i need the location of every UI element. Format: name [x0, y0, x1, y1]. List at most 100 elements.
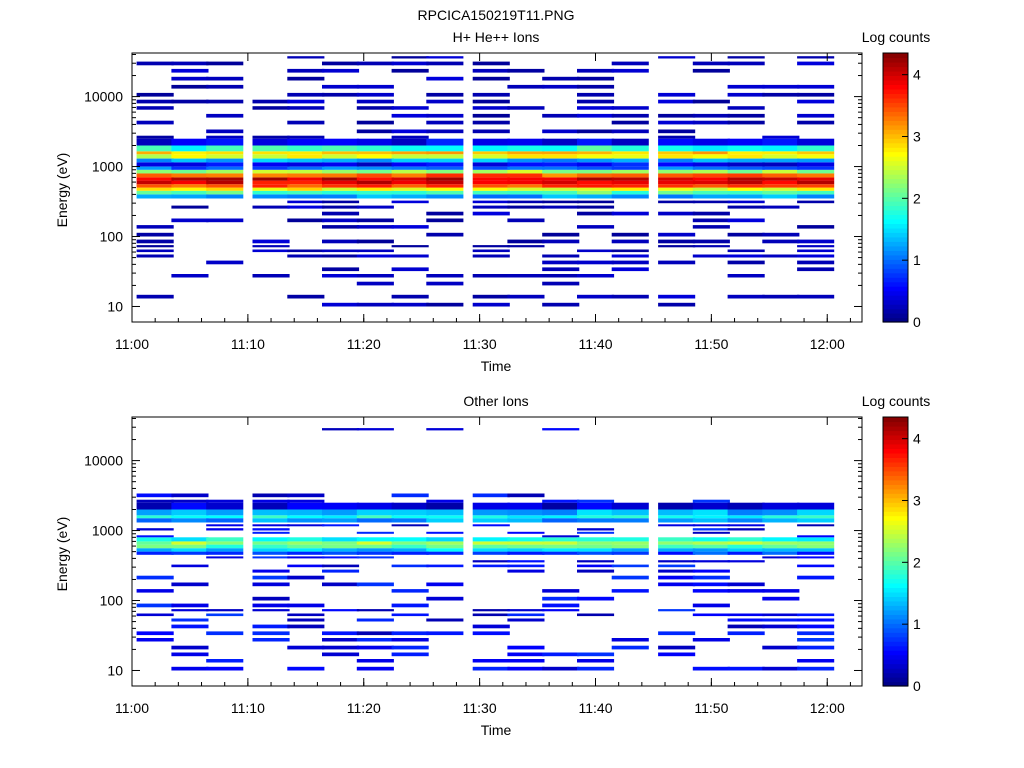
colorbar-segment: [883, 506, 908, 512]
colorbar-segment: [883, 470, 908, 476]
heatmap-cell: [611, 267, 649, 272]
heatmap-cell: [762, 180, 800, 185]
heatmap-cell: [136, 177, 174, 181]
heatmap-cell: [206, 162, 244, 167]
heatmap-cell: [727, 618, 765, 622]
heatmap-cell: [356, 169, 394, 174]
heatmap-cell: [658, 239, 696, 244]
heatmap-cell: [171, 666, 209, 671]
colorbar-segment: [883, 66, 908, 72]
heatmap-cell: [507, 180, 545, 185]
colorbar-segment: [883, 214, 908, 220]
heatmap-cell: [426, 158, 464, 163]
heatmap-cell: [206, 113, 244, 118]
heatmap-cell: [472, 99, 510, 104]
colorbar-segment: [883, 457, 908, 463]
heatmap-cell: [426, 177, 464, 181]
heatmap-cell: [171, 518, 209, 523]
heatmap-cell: [611, 518, 649, 523]
colorbar-segment: [883, 502, 908, 508]
heatmap-cell: [727, 158, 765, 163]
heatmap-cell: [611, 239, 649, 244]
heatmap-cell: [287, 194, 325, 199]
colorbar-segment: [883, 232, 908, 238]
colorbar-tick-label: 1: [913, 252, 921, 268]
heatmap-cell: [727, 190, 765, 195]
heatmap-cell: [206, 666, 244, 671]
heatmap-cell: [472, 187, 510, 191]
heatmap-cell: [762, 154, 800, 159]
colorbar-segment: [883, 308, 908, 314]
colorbar-segment: [883, 196, 908, 202]
heatmap-cell: [692, 499, 730, 503]
heatmap-cell: [658, 245, 696, 248]
heatmap-cell: [322, 173, 360, 178]
heatmap-cell: [287, 135, 325, 139]
heatmap-cell: [206, 537, 244, 542]
heatmap-cell: [252, 177, 290, 181]
heatmap-cell: [692, 548, 730, 552]
heatmap-cell: [658, 120, 696, 125]
heatmap-cell: [391, 537, 429, 542]
heatmap-cell: [206, 84, 244, 89]
heatmap-cell: [391, 154, 429, 159]
heatmap-cell: [171, 499, 209, 503]
heatmap-cell: [797, 548, 835, 552]
heatmap-cell: [206, 613, 244, 617]
heatmap-cell: [797, 56, 835, 59]
heatmap-cell: [797, 518, 835, 523]
heatmap-cell: [542, 113, 580, 118]
heatmap-cell: [136, 225, 174, 229]
heatmap-cell: [426, 218, 464, 223]
heatmap-cell: [252, 575, 290, 580]
heatmap-cell: [206, 518, 244, 523]
heatmap-cell: [507, 177, 545, 181]
heatmap-cell: [206, 194, 244, 199]
heatmap-cell: [507, 239, 545, 244]
heatmap-cell: [356, 173, 394, 178]
heatmap-cell: [356, 509, 394, 516]
colorbar-segment: [883, 277, 908, 283]
heatmap-cell: [287, 618, 325, 622]
heatmap-cell: [658, 162, 696, 167]
heatmap-cell: [391, 187, 429, 191]
heatmap-cell: [692, 509, 730, 516]
heatmap-cell: [206, 138, 244, 146]
colorbar-segment: [883, 106, 908, 112]
heatmap-cell: [507, 190, 545, 195]
heatmap-cell: [472, 194, 510, 199]
x-tick-label: 11:50: [694, 336, 728, 352]
heatmap-cell: [542, 267, 580, 272]
heatmap-cell: [287, 645, 325, 650]
heatmap-cell: [287, 56, 325, 59]
heatmap-cell: [727, 624, 765, 629]
heatmap-cell: [287, 499, 325, 503]
colorbar-segment: [883, 281, 908, 287]
heatmap-cell: [252, 180, 290, 185]
heatmap-cell: [542, 76, 580, 81]
x-tick-label: 11:50: [694, 700, 728, 716]
heatmap-cell: [252, 187, 290, 191]
heatmap-cell: [762, 556, 800, 559]
heatmap-cell: [727, 541, 765, 545]
heatmap-cell: [762, 624, 800, 629]
heatmap-cell: [577, 190, 615, 195]
heatmap-cell: [611, 544, 649, 549]
colorbar-segment: [883, 317, 908, 323]
heatmap-cell: [206, 135, 244, 139]
heatmap-cell: [658, 645, 696, 650]
colorbar-tick-label: 2: [913, 554, 921, 570]
heatmap-cell: [287, 666, 325, 671]
heatmap-cell: [658, 169, 696, 174]
heatmap-cell: [542, 509, 580, 516]
heatmap-cell: [252, 603, 290, 608]
heatmap-cell: [797, 194, 835, 199]
heatmap-cell: [658, 92, 696, 97]
heatmap-cell: [611, 158, 649, 163]
colorbar-segment: [883, 479, 908, 485]
heatmap-cell: [322, 609, 360, 612]
heatmap-cell: [658, 509, 696, 516]
colorbar-segment: [883, 475, 908, 481]
heatmap-cell: [797, 151, 835, 155]
heatmap-cell: [727, 502, 765, 510]
